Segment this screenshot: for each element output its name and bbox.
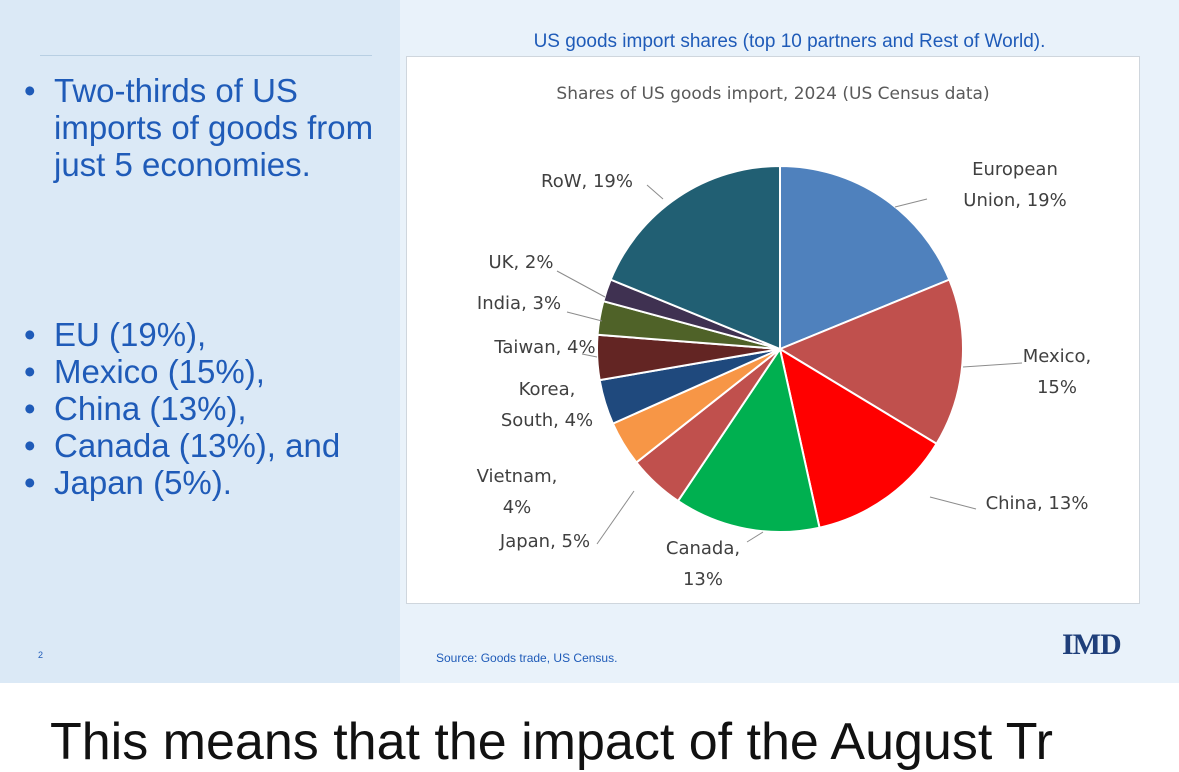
slide: Two-thirds of US imports of goods from j… [0,0,1179,683]
data-label-row: RoW, 19% [541,171,633,192]
source-note: Source: Goods trade, US Census. [436,651,618,665]
data-label-european-union: European Union, 19% [963,159,1066,211]
leader-line [646,184,664,200]
caption-text: This means that the impact of the August… [50,713,1053,771]
bullet-item: Two-thirds of US imports of goods from j… [22,72,394,183]
data-label-uk: UK, 2% [489,252,554,273]
bullet-item: China (13%), [22,390,340,427]
leader-line [581,353,598,358]
leader-line [962,362,1023,368]
data-label-japan: Japan, 5% [499,531,590,552]
leader-line [566,311,603,322]
pie-slice-european-union [779,164,951,351]
pie-slice-canada [676,346,821,533]
pie-chart: Shares of US goods import, 2024 (US Cens… [477,84,1092,590]
data-label-korea-south: Korea, South, 4% [501,379,593,431]
bullet-list-summary: Two-thirds of US imports of goods from j… [22,72,394,183]
leader-line [596,490,635,545]
data-label-mexico: Mexico, 15% [1023,346,1092,398]
imd-logo: IMD [1062,628,1122,661]
data-label-taiwan: Taiwan, 4% [493,337,595,358]
bullet-list-partners: EU (19%), Mexico (15%), China (13%), Can… [22,316,340,501]
chart-title: Shares of US goods import, 2024 (US Cens… [556,84,989,104]
leader-line [556,270,606,298]
chart-frame: Shares of US goods import, 2024 (US Cens… [406,56,1140,604]
data-label-vietnam: Vietnam, 4% [477,466,558,518]
bullet-item: Canada (13%), and [22,427,340,464]
bullet-item: EU (19%), [22,316,340,353]
data-label-china: China, 13% [986,493,1089,514]
page-number: 2 [38,650,44,660]
leader-line [746,531,764,543]
leader-line [894,198,928,208]
bullet-item: Mexico (15%), [22,353,340,390]
data-label-india: India, 3% [477,293,561,314]
bullet-item: Japan (5%). [22,464,340,501]
data-label-canada: Canada, 13% [666,538,740,590]
frame-title: US goods import shares (top 10 partners … [533,31,1046,52]
leader-line [929,496,977,510]
pie-slice-row [609,164,781,351]
pie-slice-china [778,346,938,529]
pie-slice-mexico [777,278,964,446]
divider-line [40,55,372,56]
